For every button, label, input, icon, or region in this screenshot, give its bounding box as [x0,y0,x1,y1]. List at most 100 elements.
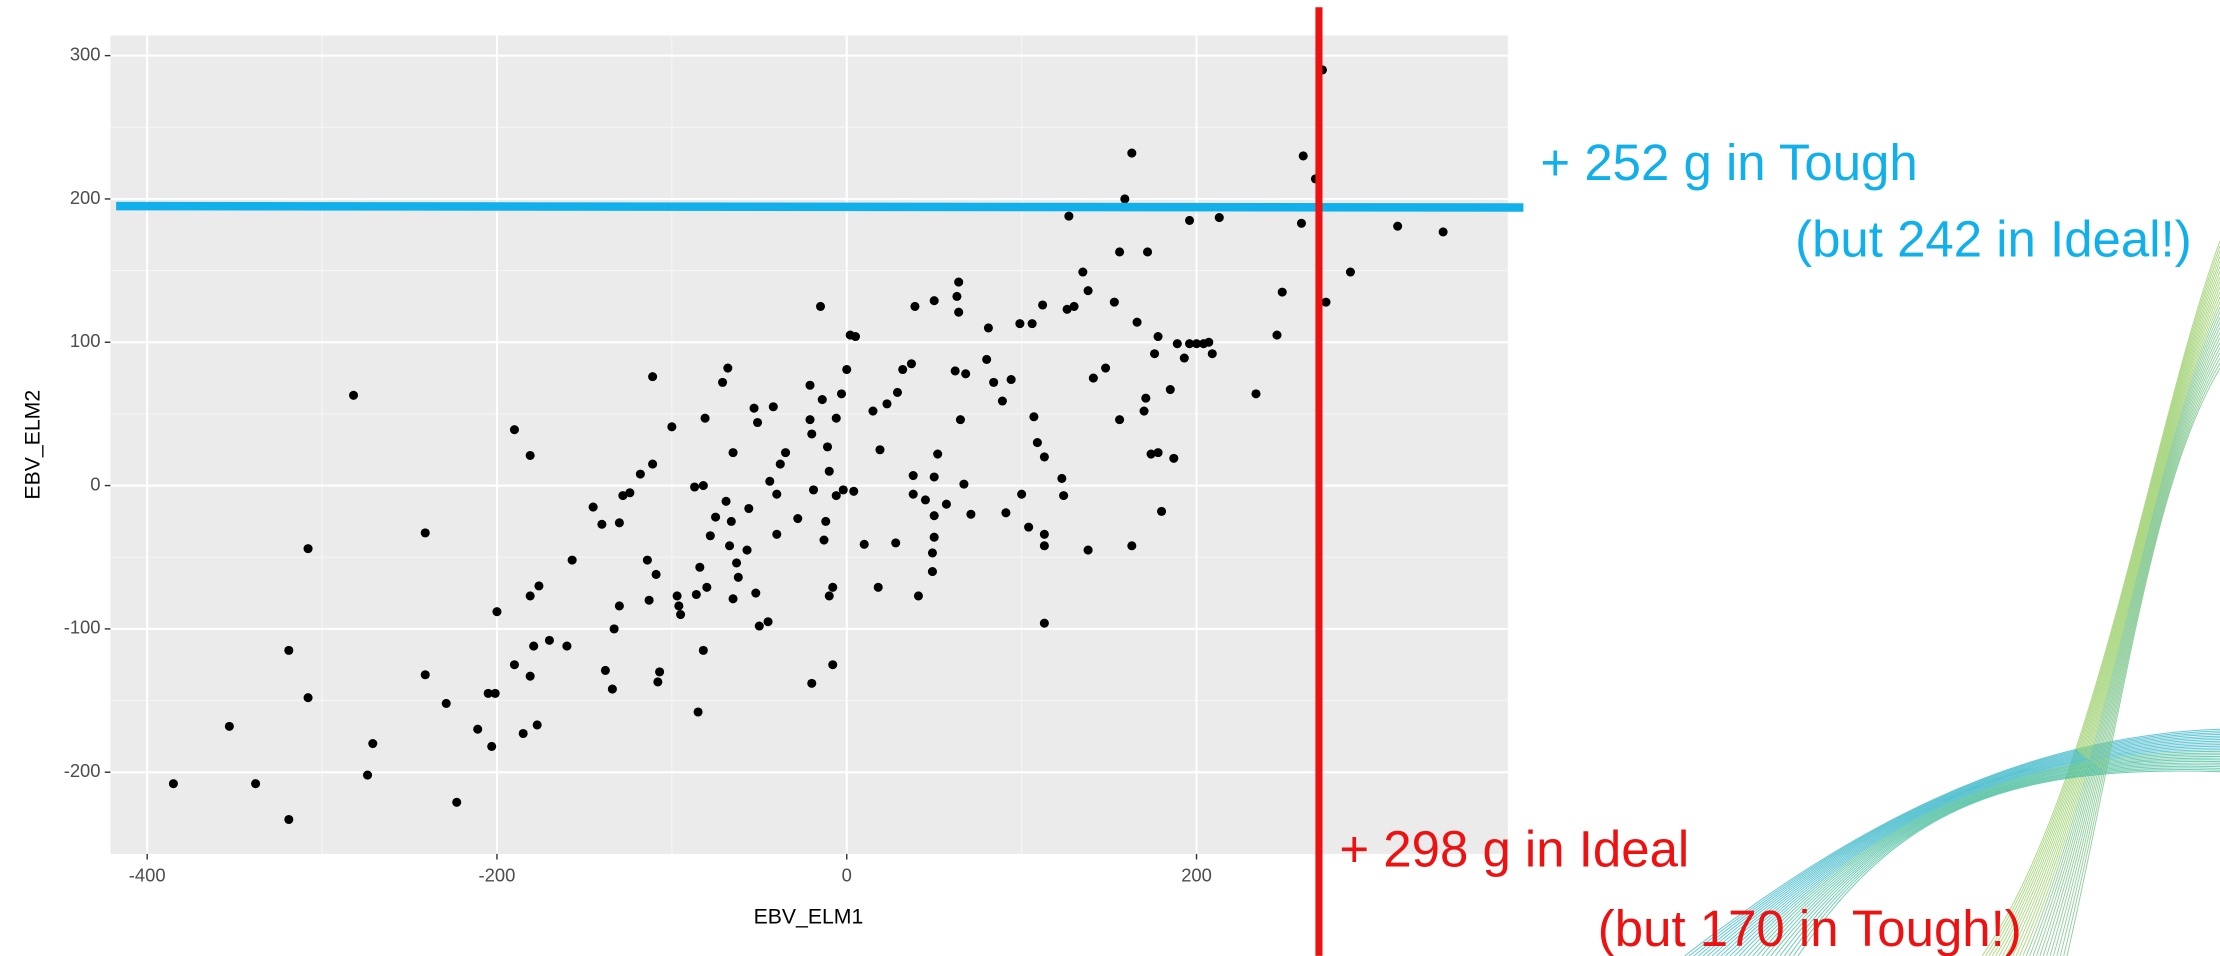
point [1165,385,1175,395]
point [251,779,261,789]
point [838,485,848,495]
y-tick-label: -200 [64,760,101,781]
decor-curve [1707,737,2220,956]
point [1101,363,1111,373]
decor-curve [2012,286,2220,956]
decor-curve [1743,750,2220,956]
point [284,645,294,655]
point [805,380,815,390]
y-axis-title: EBV_ELM2 [22,390,45,500]
point [1109,297,1119,307]
decor-curve [1747,752,2220,956]
decor-curve [1725,744,2220,956]
point [1032,438,1042,448]
decor-curve [1797,770,2220,956]
y-tick-label: 100 [70,330,101,351]
decor-curve [1770,760,2220,956]
decor-curve [2025,306,2220,956]
point [1039,541,1049,551]
point [721,496,731,506]
point [1083,286,1093,296]
decor-curve [1689,730,2220,956]
point [982,354,992,364]
decor-curve [1734,747,2220,956]
point [609,624,619,634]
point [1083,545,1093,555]
point [1321,297,1331,307]
decor-curve [2053,347,2220,956]
point [597,519,607,529]
x-tick-label: -400 [129,864,166,885]
point [525,671,535,681]
point [1204,337,1214,347]
point [983,323,993,333]
point [1207,349,1217,359]
point [648,372,658,382]
point [929,532,939,542]
point [989,377,999,387]
decor-curve [1738,749,2220,956]
decor-curve [1711,739,2220,956]
decor-curve [1720,742,2220,956]
point [691,589,701,600]
point [824,591,834,601]
point [873,582,883,592]
point [920,495,930,505]
point [733,572,743,582]
point [1127,541,1137,551]
point [933,449,943,459]
point [362,770,373,780]
point [693,707,703,717]
point [1393,221,1403,231]
point [772,529,782,539]
point [754,621,764,631]
point [997,396,1007,406]
point [1120,194,1130,204]
decor-curve [2046,337,2220,956]
point [723,363,733,373]
point [1150,349,1160,359]
point [614,518,624,528]
point [303,693,313,703]
point [1192,339,1202,349]
point [452,797,462,807]
point [473,724,483,734]
point [1039,529,1049,539]
annotation: + 298 g in Ideal [1339,821,1689,878]
decor-curve [2039,327,2220,956]
x-tick-label: 200 [1181,864,1212,885]
point [828,660,838,670]
point [765,476,775,486]
point [954,307,964,317]
decor-curve [1788,767,2220,956]
point [492,607,502,617]
point [1039,452,1049,462]
point [824,466,834,476]
decor-curve [1985,245,2220,956]
point [483,688,493,698]
decor-curve [1775,762,2220,956]
point [793,514,803,524]
point [702,582,712,592]
point [728,594,738,604]
point [908,471,918,481]
point [850,331,861,342]
plot-panel [110,35,1508,854]
point [749,403,759,413]
point [1059,491,1069,501]
point [1115,247,1125,257]
point [1172,339,1182,349]
point [607,684,617,694]
point [1277,287,1287,297]
point [1296,218,1306,228]
point [913,591,923,601]
decor-curve [2032,317,2220,956]
point [819,535,829,545]
point [807,678,817,688]
point [732,558,742,568]
point [959,479,969,489]
point [1057,473,1067,483]
point [768,402,778,412]
point [614,601,624,611]
point [698,645,708,655]
